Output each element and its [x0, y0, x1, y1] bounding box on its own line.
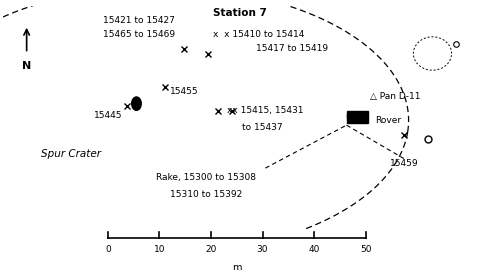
- Ellipse shape: [132, 97, 141, 110]
- Text: 15417 to 15419: 15417 to 15419: [256, 44, 328, 53]
- Text: x  x 15410 to 15414: x x 15410 to 15414: [213, 30, 304, 39]
- Text: xx 15415, 15431: xx 15415, 15431: [227, 106, 304, 115]
- Bar: [346, 111, 368, 123]
- Text: △ Pan D-11: △ Pan D-11: [370, 92, 421, 101]
- Text: 10: 10: [154, 245, 165, 254]
- Text: 15310 to 15392: 15310 to 15392: [170, 190, 242, 199]
- Text: Station 7: Station 7: [213, 8, 267, 18]
- Text: Rover: Rover: [375, 116, 401, 125]
- Text: 15465 to 15469: 15465 to 15469: [103, 30, 175, 39]
- Text: 15421 to 15427: 15421 to 15427: [103, 16, 175, 25]
- Text: Rake, 15300 to 15308: Rake, 15300 to 15308: [156, 173, 256, 182]
- Text: 20: 20: [205, 245, 217, 254]
- Text: 15445: 15445: [94, 111, 122, 120]
- Text: 0: 0: [105, 245, 111, 254]
- Text: N: N: [22, 61, 31, 71]
- Text: 30: 30: [257, 245, 268, 254]
- Text: 15455: 15455: [170, 87, 199, 96]
- Text: Spur Crater: Spur Crater: [41, 149, 101, 159]
- Text: to 15437: to 15437: [242, 123, 282, 132]
- Text: 15459: 15459: [389, 158, 418, 168]
- Text: 50: 50: [360, 245, 371, 254]
- Text: 40: 40: [308, 245, 320, 254]
- Text: m: m: [232, 263, 242, 270]
